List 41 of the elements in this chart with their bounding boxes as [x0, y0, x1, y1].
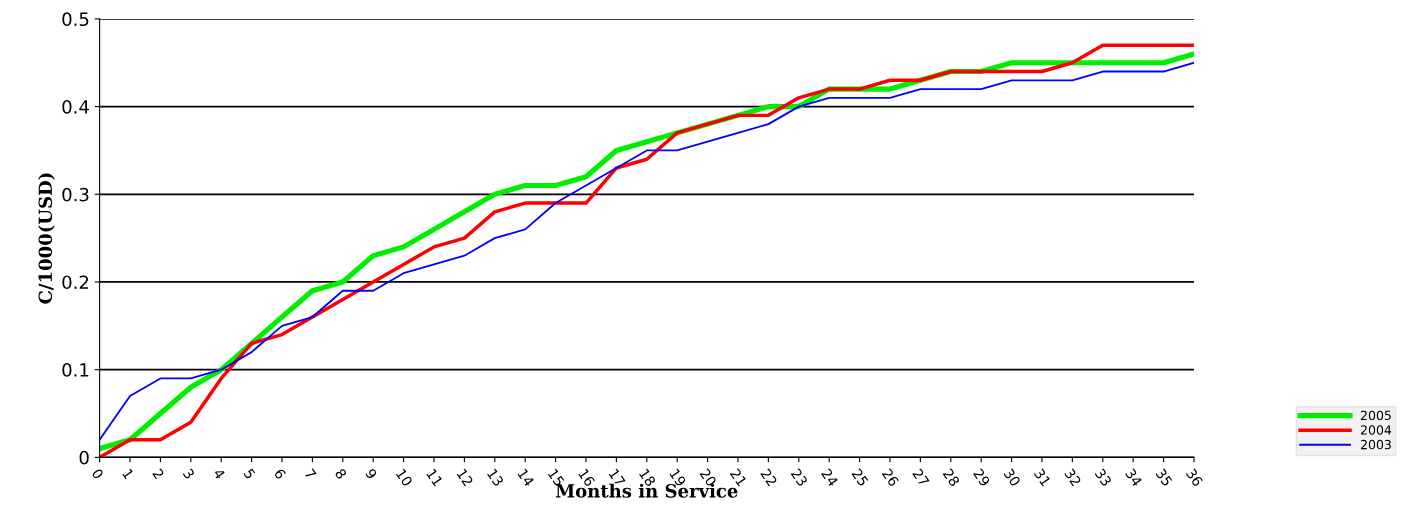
- x-tick-label: 18: [638, 468, 657, 487]
- y-tick-label: 0.1: [62, 363, 89, 377]
- x-tick-label: 0: [91, 467, 104, 480]
- x-tick-label: 12: [456, 468, 474, 487]
- y-tick-label: 0: [79, 450, 89, 465]
- x-tick-label: 28: [942, 468, 961, 487]
- y-tick-label: 0.5: [62, 12, 89, 27]
- x-tick-label: 26: [881, 468, 900, 487]
- x-tick-label: 30: [1003, 468, 1021, 487]
- y-axis-title: C/1000(USD): [38, 173, 55, 304]
- legend-label: 2004: [1360, 425, 1392, 435]
- x-tick-label: 10: [395, 468, 413, 487]
- x-tick-label: 8: [334, 467, 348, 480]
- x-tick-label: 7: [304, 468, 317, 480]
- x-tick-label: 11: [426, 468, 444, 487]
- legend-label: 2003: [1360, 439, 1391, 450]
- x-tick-label: 2: [152, 468, 165, 480]
- x-tick-label: 35: [1155, 468, 1173, 487]
- x-tick-label: 31: [1033, 468, 1052, 487]
- x-tick-label: 25: [851, 468, 869, 487]
- x-tick-label: 14: [517, 468, 535, 487]
- x-tick-label: 13: [486, 468, 505, 487]
- x-tick-label: 32: [1064, 468, 1082, 487]
- x-tick-label: 6: [273, 468, 287, 480]
- x-tick-label: 34: [1124, 468, 1143, 488]
- x-tick-label: 36: [1185, 468, 1204, 487]
- y-tick-label: 0.4: [62, 100, 89, 114]
- x-tick-label: 24: [821, 468, 839, 487]
- x-tick-label: 27: [912, 468, 930, 487]
- x-tick-label: 23: [790, 468, 809, 487]
- x-tick-label: 5: [243, 468, 256, 480]
- x-tick-label: 33: [1094, 468, 1113, 487]
- x-tick-label: 4: [212, 467, 226, 480]
- x-tick-label: 29: [972, 468, 991, 487]
- x-tick-label: 22: [760, 468, 778, 487]
- x-tick-label: 9: [364, 467, 378, 480]
- x-tick-label: 1: [122, 468, 134, 480]
- x-tick-label: 3: [182, 468, 196, 480]
- legend-label: 2005: [1360, 410, 1391, 421]
- y-tick-label: 0.2: [62, 275, 89, 290]
- y-tick-label: 0.3: [62, 187, 89, 202]
